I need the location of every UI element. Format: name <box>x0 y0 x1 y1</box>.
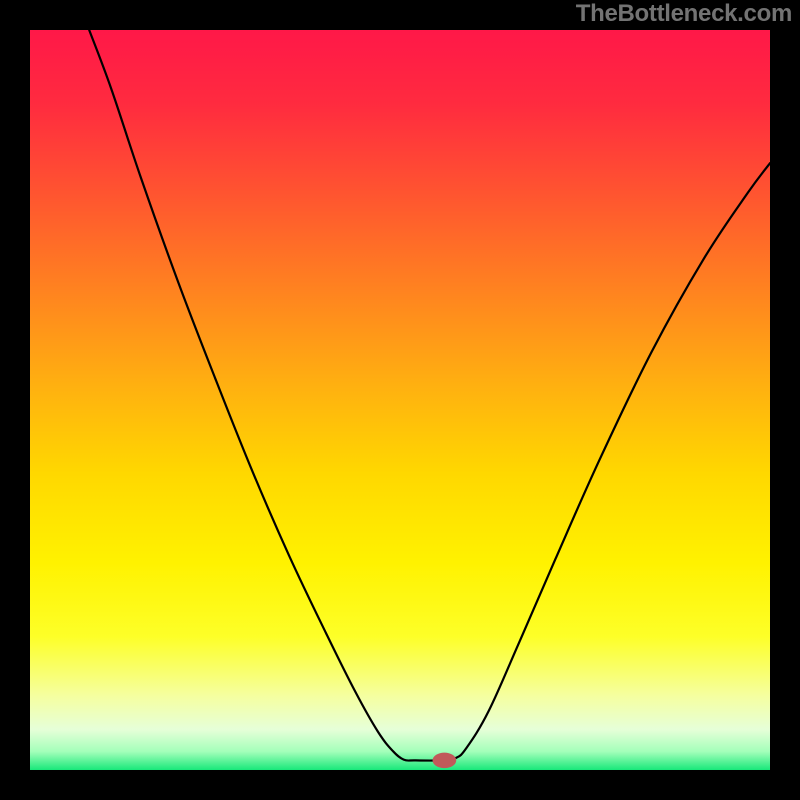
watermark-text: TheBottleneck.com <box>576 0 792 28</box>
plot-background <box>30 30 770 770</box>
chart-container: TheBottleneck.com <box>0 0 800 800</box>
bottleneck-chart <box>0 0 800 800</box>
optimum-marker <box>433 753 457 769</box>
